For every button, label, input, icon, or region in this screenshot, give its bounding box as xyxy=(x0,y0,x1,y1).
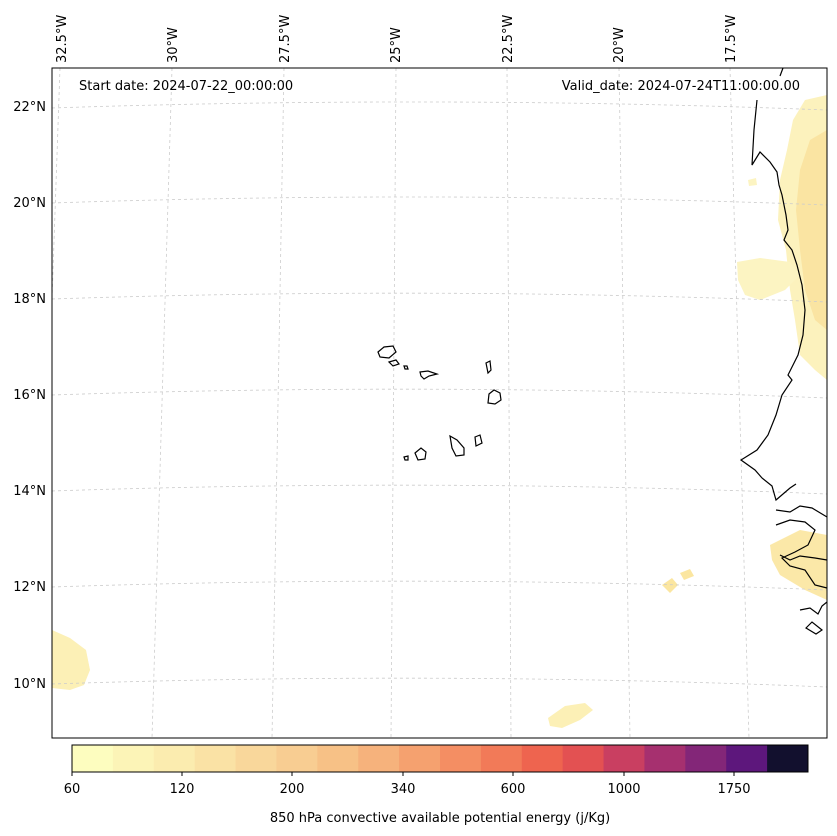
lat-label: 22°N xyxy=(13,100,46,115)
colorbar-swatch xyxy=(153,745,196,772)
latitude-axis-labels: 22°N 20°N 18°N 16°N 14°N 12°N 10°N xyxy=(13,100,46,692)
colorbar-swatch xyxy=(317,745,359,772)
colorbar-swatch xyxy=(112,745,155,772)
lon-label: 27.5°W xyxy=(278,15,293,63)
colorbar-ticks xyxy=(71,772,735,776)
lat-label: 16°N xyxy=(13,388,46,403)
gridline-lat-14 xyxy=(51,484,828,495)
lon-label: 30°W xyxy=(166,27,181,63)
colorbar-tick-label: 1000 xyxy=(607,782,640,797)
gridline-lon-30 xyxy=(151,67,173,739)
map-frame xyxy=(51,67,828,739)
cape-area-small-3 xyxy=(748,178,757,186)
colorbar-swatch xyxy=(276,745,318,772)
colorbar-tick-label: 60 xyxy=(64,782,81,797)
colorbar-tick-label: 1750 xyxy=(717,782,750,797)
lon-label: 25°W xyxy=(389,27,404,63)
lon-label: 17.5°W xyxy=(724,15,739,63)
colorbar-tick-label: 600 xyxy=(501,782,526,797)
cape-area-small-2 xyxy=(680,569,694,580)
island-santa-luzia xyxy=(403,365,409,370)
colorbar-swatch xyxy=(72,745,114,772)
africa-coastline-north xyxy=(739,67,828,518)
colorbar-frame xyxy=(71,744,809,773)
colorbar: 60 120 200 340 600 1000 1750 850 hPa con… xyxy=(64,744,809,826)
island-fogo xyxy=(414,447,427,461)
colorbar-swatch xyxy=(685,745,727,772)
lat-label: 20°N xyxy=(13,196,46,211)
gridline-lon-20 xyxy=(618,67,631,739)
gridline-lat-20 xyxy=(51,196,828,206)
lat-label: 12°N xyxy=(13,580,46,595)
cape-shading xyxy=(52,95,827,728)
colorbar-tick-label: 120 xyxy=(170,782,195,797)
colorbar-swatch xyxy=(726,745,768,772)
colorbar-swatch xyxy=(440,745,482,772)
gridlines xyxy=(51,67,828,739)
lat-label: 10°N xyxy=(13,677,46,692)
colorbar-swatch xyxy=(644,745,686,772)
island-sao-nicolau xyxy=(419,370,440,380)
lon-label: 32.5°W xyxy=(55,15,70,63)
island-santo-antao xyxy=(377,345,397,359)
cape-area-coast-north-inner xyxy=(796,130,827,330)
cape-area-southwest xyxy=(52,630,90,690)
colorbar-swatch xyxy=(521,745,564,772)
gridline-lon-17_5 xyxy=(729,67,750,739)
longitude-axis-labels: 32.5°W 30°W 27.5°W 25°W 22.5°W 20°W 17.5… xyxy=(55,15,739,63)
valid-date-label: Valid_date: 2024-07-24T11:00:00.00 xyxy=(562,79,800,94)
island-maio xyxy=(474,434,483,447)
colorbar-swatch xyxy=(235,745,277,772)
colorbar-swatch xyxy=(562,745,605,772)
island-santiago xyxy=(449,434,465,457)
gridline-lat-16 xyxy=(51,388,828,399)
colorbar-swatch xyxy=(399,745,441,772)
gridline-lat-10 xyxy=(51,677,828,688)
island-brava xyxy=(403,455,409,461)
island-sao-vicente xyxy=(387,359,400,367)
colorbar-title: 850 hPa convective available potential e… xyxy=(270,811,610,826)
colorbar-swatch xyxy=(480,745,523,772)
lon-label: 22.5°W xyxy=(501,15,516,63)
map-panel xyxy=(51,67,828,739)
gridline-lat-12 xyxy=(51,580,828,591)
colorbar-tick-label: 200 xyxy=(280,782,305,797)
africa-coastline-south xyxy=(775,519,828,635)
colorbar-swatch xyxy=(358,745,400,772)
gridline-lon-25 xyxy=(390,67,397,739)
island-boa-vista xyxy=(487,389,502,405)
gridline-lat-18 xyxy=(51,292,828,303)
colorbar-swatch xyxy=(767,745,809,772)
map-background xyxy=(52,68,827,738)
coastlines xyxy=(377,67,828,635)
colorbar-tick-label: 340 xyxy=(391,782,416,797)
cape-area-small-1 xyxy=(662,578,678,593)
lon-label: 20°W xyxy=(612,27,627,63)
colorbar-swatches xyxy=(72,745,809,772)
start-date-label: Start date: 2024-07-22_00:00:00 xyxy=(79,79,293,94)
gridline-lon-27_5 xyxy=(271,67,285,739)
cape-area-coast-mid xyxy=(737,258,800,300)
gridline-lon-22_5 xyxy=(506,67,512,739)
gridline-lon-32_5 xyxy=(51,67,61,301)
island-sal xyxy=(485,360,492,375)
colorbar-swatch xyxy=(603,745,645,772)
cape-area-south xyxy=(548,703,593,728)
colorbar-swatch xyxy=(194,745,237,772)
lat-label: 14°N xyxy=(13,484,46,499)
gridline-lat-22 xyxy=(51,101,828,111)
lat-label: 18°N xyxy=(13,292,46,307)
